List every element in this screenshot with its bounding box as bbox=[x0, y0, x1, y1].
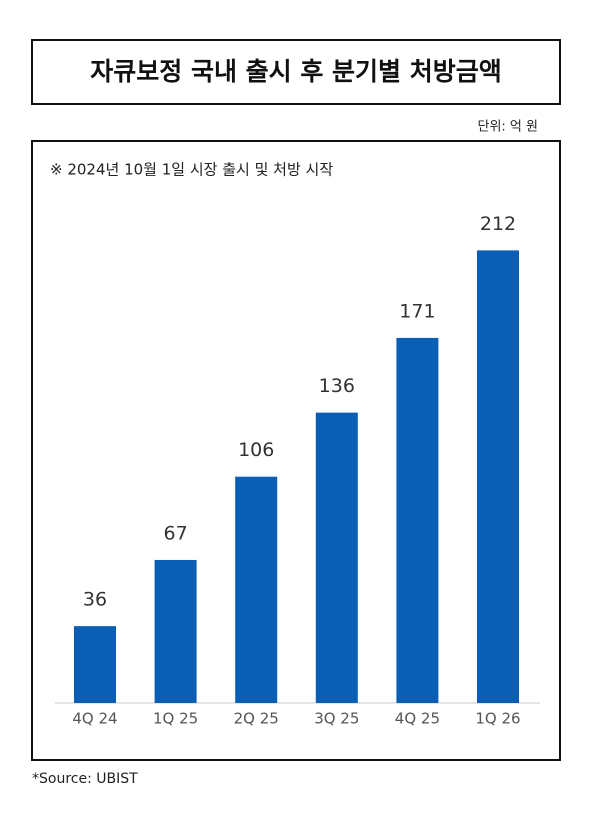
x-tick-label: 2Q 25 bbox=[234, 710, 279, 728]
bar bbox=[396, 337, 439, 703]
x-tick-label: 1Q 25 bbox=[153, 710, 198, 728]
bar bbox=[235, 476, 278, 703]
x-tick-label: 4Q 24 bbox=[72, 710, 117, 728]
bar bbox=[315, 412, 358, 703]
bar bbox=[477, 250, 519, 703]
value-label: 36 bbox=[83, 589, 107, 611]
value-label: 212 bbox=[480, 213, 516, 235]
x-tick-label: 3Q 25 bbox=[314, 710, 359, 728]
note: ※ 2024년 10월 1일 시장 출시 및 처방 시작 bbox=[50, 161, 333, 179]
title-box bbox=[31, 39, 561, 105]
x-tick-label: 4Q 25 bbox=[395, 710, 440, 728]
x-tick-label: 1Q 26 bbox=[475, 710, 520, 728]
bar bbox=[74, 626, 116, 703]
chart-title: 자큐보정 국내 출시 후 분기별 처방금액 bbox=[90, 57, 502, 86]
value-label: 136 bbox=[319, 375, 355, 397]
source: *Source: UBIST bbox=[32, 771, 138, 787]
value-label: 171 bbox=[399, 300, 435, 322]
unit-label: 단위: 억 원 bbox=[478, 120, 539, 135]
bar bbox=[154, 559, 197, 703]
value-label: 67 bbox=[164, 522, 188, 544]
chart-box bbox=[31, 140, 561, 761]
value-label: 106 bbox=[238, 439, 274, 461]
